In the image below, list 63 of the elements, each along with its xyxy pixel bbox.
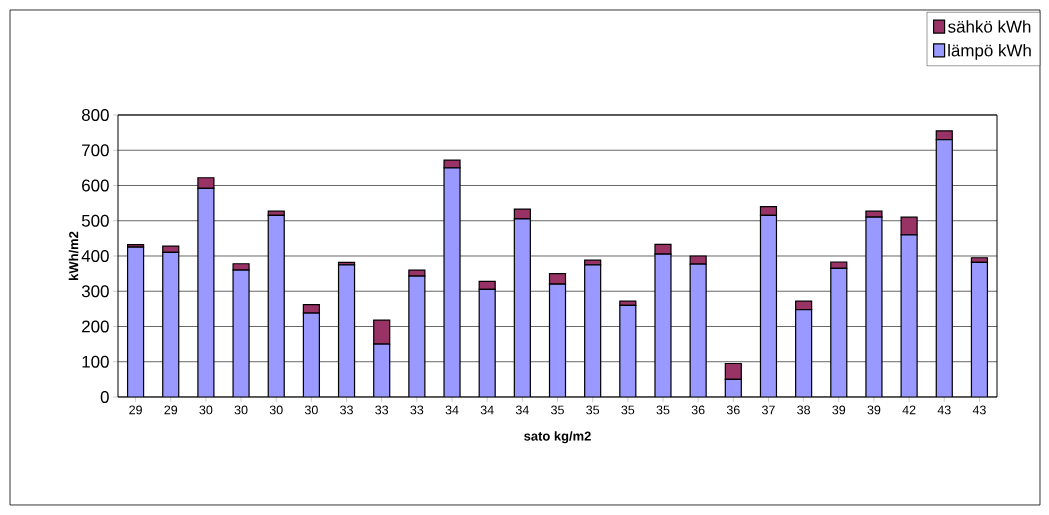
x-tick-label: 33 (340, 405, 353, 415)
bar (197, 177, 215, 189)
x-tick-label: 35 (586, 405, 600, 415)
x-tick-label: 42 (902, 405, 916, 415)
bar (795, 308, 813, 397)
bar (373, 319, 391, 345)
bar (373, 343, 391, 397)
bar (478, 288, 496, 397)
x-tick-label: 38 (797, 405, 811, 415)
x-tick-label: 29 (164, 405, 178, 415)
bar (584, 264, 602, 397)
x-tick-label: 36 (691, 405, 705, 415)
x-tick-label: 39 (832, 405, 846, 415)
bar (162, 251, 180, 397)
x-tick-label: 33 (410, 405, 424, 415)
y-tick-label: 800 (81, 108, 109, 121)
bar (654, 243, 672, 255)
x-tick-label: 39 (867, 405, 881, 415)
bar (126, 246, 145, 397)
legend-label: lämpö kWh (948, 44, 1031, 60)
x-tick-label: 35 (551, 405, 564, 415)
x-tick-label: 43 (937, 405, 951, 415)
x-tick-label: 34 (480, 405, 494, 415)
x-tick-label: 33 (375, 405, 389, 415)
bar (830, 261, 848, 269)
y-tick-label: 300 (81, 285, 109, 298)
y-tick-label: 200 (82, 320, 109, 333)
bar (513, 208, 531, 220)
x-tick-label: 30 (304, 405, 318, 415)
x-tick-label: 34 (445, 405, 459, 415)
x-tick-label: 37 (762, 405, 775, 415)
bar (548, 283, 567, 397)
y-tick-label: 700 (82, 144, 109, 157)
bar (900, 216, 918, 236)
x-tick-label: 43 (972, 405, 986, 415)
y-tick-label: 0 (100, 390, 109, 403)
bar (337, 264, 356, 397)
bar (759, 214, 778, 397)
bar (548, 273, 567, 285)
y-tick-label: 500 (81, 214, 109, 227)
bar (970, 261, 989, 397)
bar (935, 139, 953, 397)
y-axis-title: kWh/m2 (68, 231, 79, 280)
y-tick-label: 400 (81, 249, 109, 262)
bar (267, 214, 285, 397)
legend-label: sähkö kWh (948, 20, 1031, 33)
x-tick-label: 36 (726, 405, 740, 415)
y-tick-label: 600 (82, 179, 109, 192)
bar (830, 267, 848, 397)
x-tick-label: 30 (199, 405, 213, 415)
bar (513, 218, 531, 397)
x-tick-label: 29 (129, 405, 142, 415)
bar (619, 304, 637, 397)
x-tick-label: 30 (234, 405, 248, 415)
bar (619, 300, 637, 306)
x-axis-title: sato kg/m2 (524, 431, 591, 444)
x-tick-label: 30 (269, 405, 283, 415)
x-tick-label: 35 (621, 405, 635, 415)
x-tick-label: 34 (515, 405, 529, 415)
x-tick-label: 35 (656, 405, 670, 415)
bar (724, 362, 742, 380)
y-tick-label: 100 (82, 355, 109, 368)
bar (302, 312, 320, 397)
